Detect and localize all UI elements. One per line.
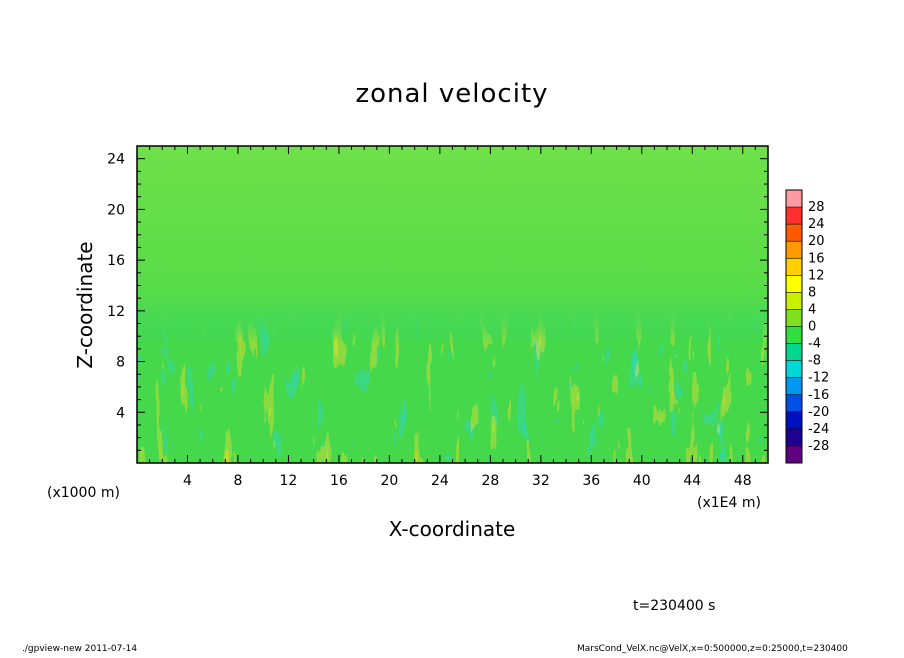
colorbar-swatch [786,411,802,429]
y-tick-label: 4 [116,405,125,421]
colorbar-label: 0 [808,320,816,335]
colorbar-swatch [786,241,802,259]
x-tick-label: 8 [233,473,242,489]
plot-area [136,145,769,464]
colorbar-label: -16 [808,388,829,403]
x-units-label: (x1E4 m) [697,495,761,511]
colorbar-label: 20 [808,234,825,249]
x-tick-label: 48 [734,473,752,489]
colorbar-label: -28 [808,439,829,454]
colorbar-label: 4 [808,302,816,317]
colorbar-swatch [786,275,802,293]
y-units-label: (x1000 m) [47,485,120,501]
colorbar-swatch [786,394,802,412]
colorbar-label: -24 [808,422,829,437]
colorbar-swatch [786,445,802,463]
x-tick-label: 40 [633,473,651,489]
colorbar-swatch [786,343,802,361]
colorbar-label: 12 [808,268,825,283]
colorbar-label: -12 [808,371,829,386]
colorbar-label: 8 [808,285,816,300]
colorbar-label: 24 [808,217,825,232]
x-tick-label: 16 [330,473,348,489]
field-texture [137,146,768,463]
colorbar-swatch [786,377,802,395]
y-tick-label: 24 [107,152,125,168]
x-tick-label: 32 [532,473,550,489]
time-label: t=230400 s [633,598,715,614]
x-tick-label: 20 [380,473,398,489]
x-tick-label: 24 [431,473,449,489]
colorbar: 28 24 20 16 12 8 4 0 -4 -8 -12 -16 -20 -24 -28 [785,189,829,464]
colorbar-label: -8 [808,354,821,369]
colorbar-swatch [786,360,802,378]
colorbar-swatch [786,292,802,310]
footer-left: ./gpview-new 2011-07-14 [22,644,137,654]
y-tick-label: 20 [107,202,125,218]
colorbar-swatch [786,224,802,242]
colorbar-label: -4 [808,337,821,352]
colorbar-swatch [786,326,802,344]
y-tick-label: 8 [116,355,125,371]
colorbar-label: 16 [808,251,825,266]
colorbar-label: 28 [808,200,825,215]
x-axis-label: X-coordinate [389,517,516,541]
x-tick-label: 44 [683,473,701,489]
y-axis-label: Z-coordinate [73,241,97,368]
x-tick-label: 4 [183,473,192,489]
x-tick-label: 12 [280,473,298,489]
colorbar-swatch [786,309,802,327]
colorbar-swatch [786,207,802,225]
y-tick-label: 16 [107,253,125,269]
colorbar-swatch [786,190,802,208]
chart-title: zonal velocity [355,79,548,109]
y-tick-label: 12 [107,304,125,320]
footer-right: MarsCond_VelX.nc@VelX,x=0:500000,z=0:250… [577,644,848,654]
x-tick-label: 36 [582,473,600,489]
colorbar-label: -20 [808,405,829,420]
colorbar-swatch [786,258,802,276]
colorbar-swatch [786,428,802,446]
x-tick-label: 28 [481,473,499,489]
